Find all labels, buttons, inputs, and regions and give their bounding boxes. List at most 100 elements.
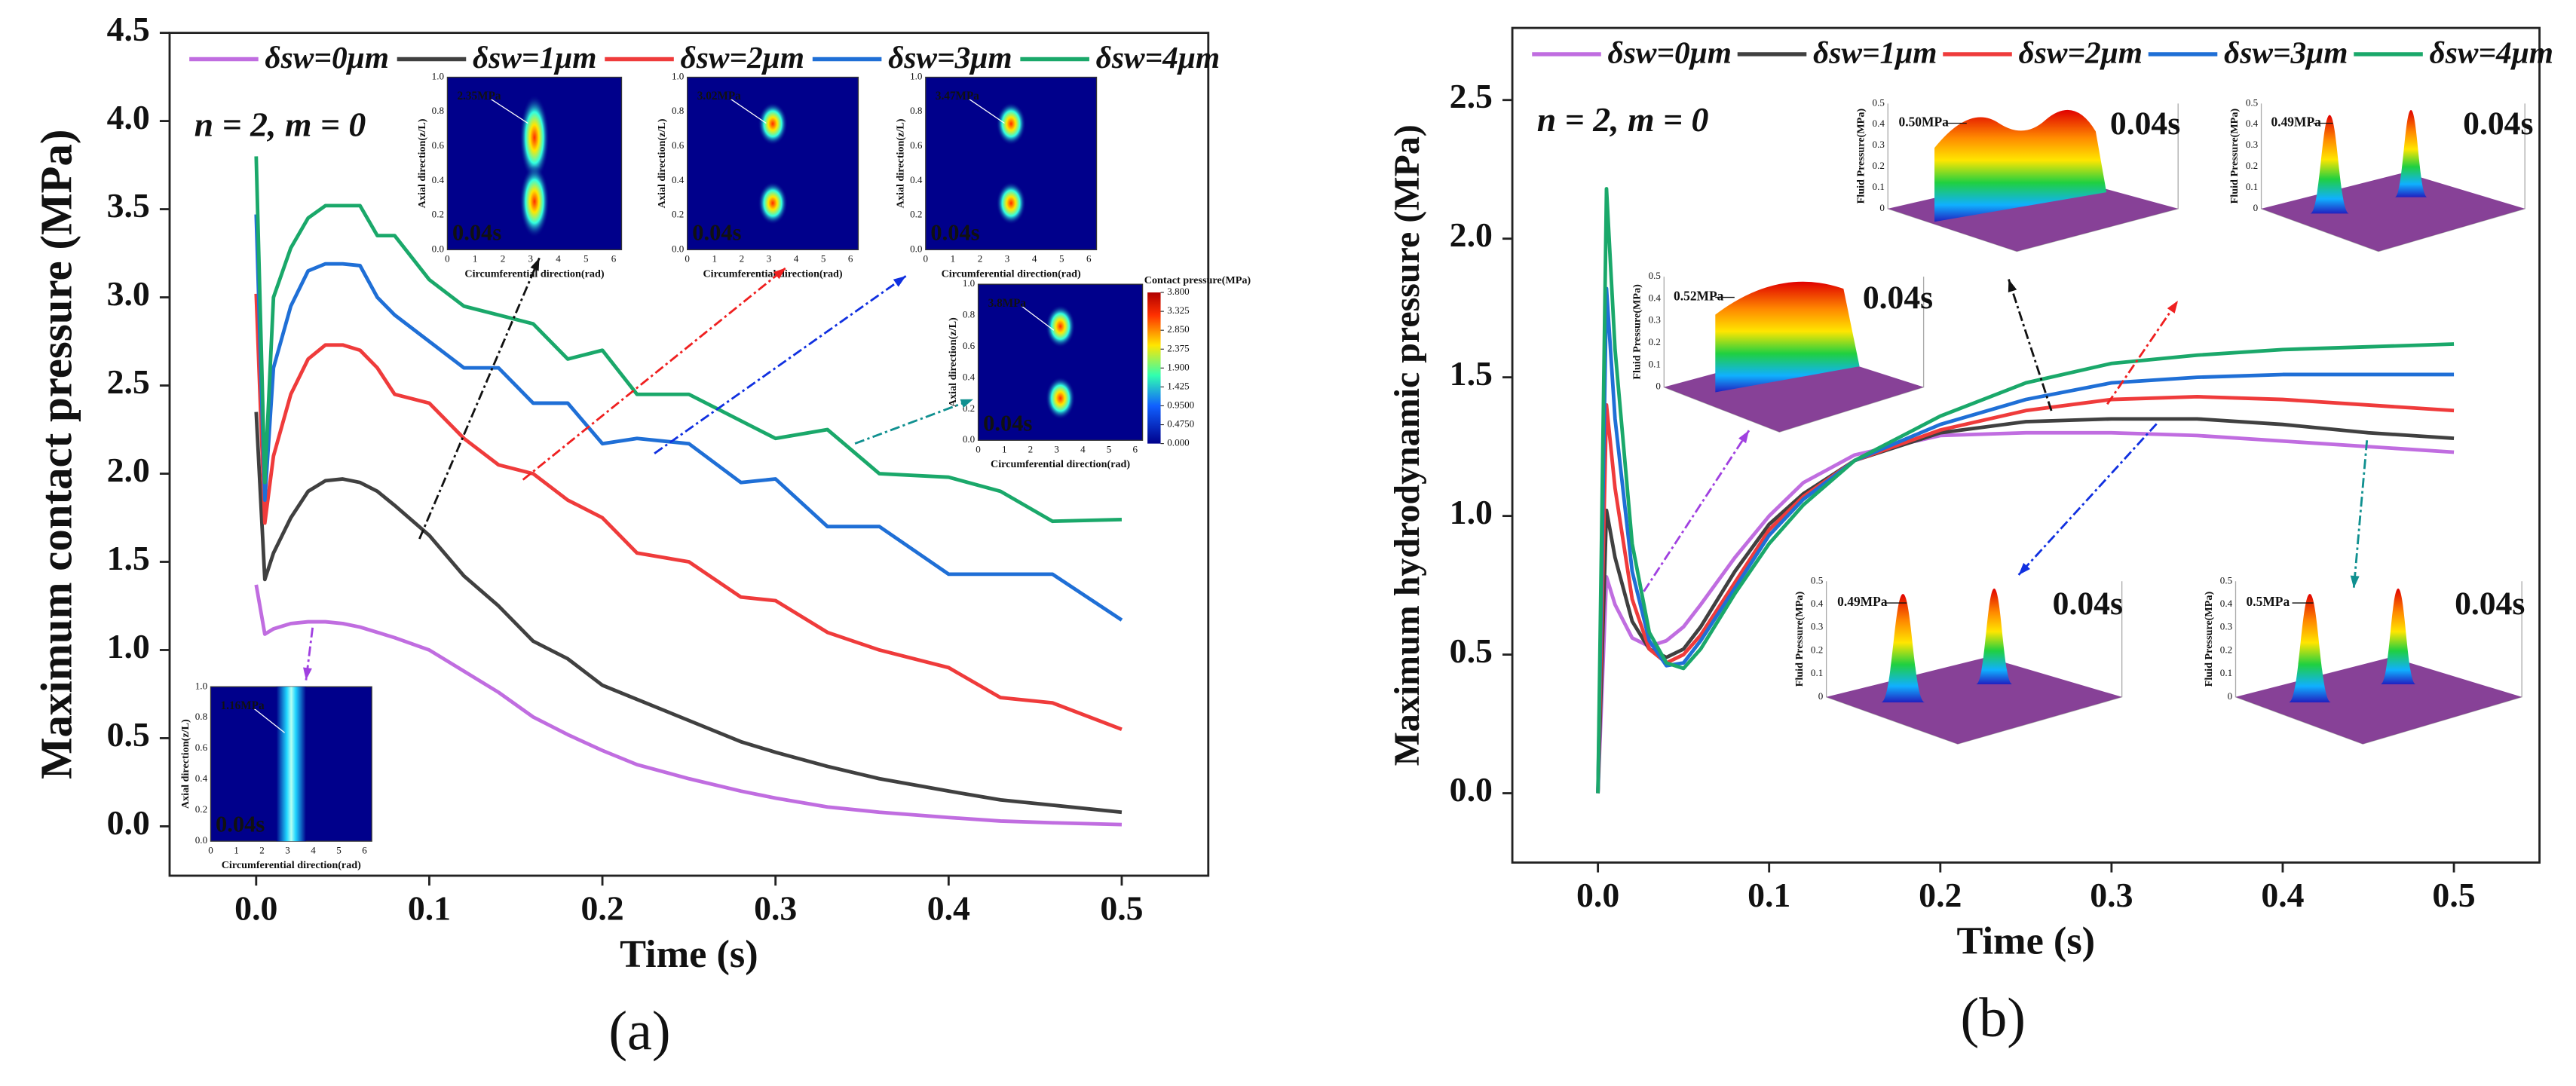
surface-base: [2261, 172, 2525, 252]
inset-x-tick-label: 1: [234, 844, 239, 855]
inset-time: 0.04s: [2053, 586, 2123, 622]
inset-y-title: Axial direction(z/L): [947, 317, 959, 407]
inset-z-tick-label: 0.3: [2246, 139, 2259, 150]
inset-x-tick-label: 0: [976, 443, 981, 454]
inset-x-title: Circumferential direction(rad): [991, 458, 1130, 470]
colorbar-title: Contact pressure(MPa): [1144, 274, 1251, 286]
y-tick-label: 4.5: [107, 10, 150, 48]
inset-y-tick-label: 0.8: [195, 711, 208, 722]
inset-pressure-label: 3.47MPa: [936, 90, 979, 102]
colorbar-tick-label: 0.000: [1167, 437, 1190, 448]
inset-x-title: Circumferential direction(rad): [464, 268, 604, 280]
inset-x-tick-label: 4: [1080, 443, 1086, 454]
inset-time: 0.04s: [2463, 106, 2533, 142]
series-line: [1596, 430, 2455, 794]
inset-x-tick-label: 5: [1059, 252, 1064, 264]
legend-label: δsw=2μm: [2019, 35, 2143, 70]
annotation: n = 2, m = 0: [1537, 100, 1709, 139]
colorbar-tick-label: 2.375: [1167, 342, 1190, 353]
inset-x-tick-label: 5: [336, 844, 342, 855]
surface-peak: [2288, 594, 2332, 702]
inset-x-tick-label: 2: [740, 252, 745, 264]
surface-peak: [2394, 110, 2427, 197]
legend-label: δsw=2μm: [681, 40, 804, 75]
arrow-line: [1643, 430, 1751, 592]
arrow-line: [2008, 279, 2053, 411]
x-axis-title: Time (s): [620, 932, 758, 976]
surface-base: [2235, 657, 2522, 745]
x-tick-label: 0.1: [408, 889, 451, 927]
colorbar-tick-label: 1.425: [1167, 380, 1190, 391]
legend-label: δsw=1μm: [1813, 35, 1937, 70]
inset-x-tick-label: 6: [362, 844, 367, 855]
inset-time: 0.04s: [692, 220, 741, 246]
surface-peak: [2310, 115, 2350, 214]
inset-time: 0.04s: [930, 220, 979, 246]
inset-y-tick-label: 1.0: [963, 277, 976, 289]
y-tick-label: 0.5: [107, 715, 150, 754]
inset-z-tick-label: 0.2: [2246, 160, 2258, 171]
inset-pointer: [968, 98, 1005, 124]
inset-x-tick-label: 2: [259, 844, 265, 855]
inset-x-tick-label: 4: [556, 252, 561, 264]
heat-spot: [758, 102, 788, 145]
inset-y-title: Axial direction(z/L): [179, 719, 191, 809]
colorbar-tick-label: 2.850: [1167, 323, 1190, 335]
inset-y-tick-label: 0.8: [910, 105, 923, 116]
inset-x-tick-label: 3: [1054, 443, 1059, 454]
y-tick-label: 0.0: [107, 803, 150, 842]
inset-y-tick-label: 0.8: [432, 105, 445, 116]
colorbar-tick-label: 0.9500: [1167, 399, 1194, 410]
colorbar-tick-label: 3.325: [1167, 304, 1190, 316]
heat-spot: [996, 182, 1026, 225]
inset-z-tick-label: 0.1: [1649, 358, 1661, 369]
inset-pressure-label: 0.5MPa: [2247, 594, 2290, 609]
y-tick-label: 2.0: [107, 451, 150, 489]
inset-time: 0.04s: [983, 411, 1032, 436]
inset-z-title: Fluid Pressure(MPa): [1631, 284, 1643, 380]
surface-peak: [1881, 594, 1925, 702]
inset-y-tick-label: 0.4: [195, 772, 208, 784]
series-line: [1596, 286, 2455, 794]
inset-z-tick-label: 0.4: [2246, 118, 2259, 129]
arrow-head: [2167, 300, 2178, 314]
inset-z-tick-label: 0.4: [1811, 598, 1824, 609]
x-tick-label: 0.3: [754, 889, 797, 927]
colorbar: [1147, 292, 1161, 444]
heat-spot: [1045, 304, 1076, 348]
y-axis-title: Maximum contact pressure (MPa): [32, 130, 81, 780]
arrow-line: [2106, 300, 2179, 405]
arrow-head: [893, 276, 906, 287]
arrow-line: [418, 257, 541, 540]
inset-y-tick-label: 1.0: [672, 70, 685, 81]
series-line: [1596, 417, 2455, 794]
inset-y-tick-label: 0.0: [672, 243, 685, 254]
legend-label: δsw=0μm: [265, 40, 388, 75]
inset-z-tick-label: 0.4: [1649, 292, 1662, 303]
chart-0: 0.0 0.1 0.2 0.3 0.4 0.5 0.0 0.5 1.0 1.5 2.0 2.5 3.0 3…: [32, 10, 1221, 1063]
inset-pointer: [253, 708, 285, 733]
surface-base: [1826, 657, 2122, 745]
inset-x-tick-label: 5: [584, 252, 589, 264]
y-tick-label: 3.5: [107, 186, 150, 225]
x-tick-label: 0.5: [1100, 889, 1143, 927]
inset-x-tick-label: 0: [208, 844, 213, 855]
inset-pressure-label: 0.52MPa: [1674, 289, 1724, 304]
inset-y-title: Axial direction(z/L): [416, 118, 428, 208]
series-line: [1596, 187, 2455, 794]
arrow-line: [2352, 440, 2369, 589]
inset-pressure-label: 2.35MPa: [457, 90, 501, 102]
x-tick-label: 0.0: [1576, 876, 1619, 914]
inset-y-tick-label: 0.0: [432, 243, 445, 254]
inset-z-tick-label: 0.3: [1811, 621, 1824, 632]
inset-y-tick-label: 1.0: [910, 70, 923, 81]
inset-x-tick-label: 4: [1032, 252, 1037, 264]
inset-z-tick-label: 0.3: [1873, 139, 1885, 150]
legend-label: δsw=4μm: [1096, 40, 1220, 75]
inset-y-tick-label: 0.2: [910, 209, 922, 220]
inset-y-tick-label: 0.8: [672, 105, 685, 116]
inset-z-tick-label: 0: [2228, 690, 2233, 702]
heat-spot: [996, 102, 1026, 145]
inset-pressure-label: 3.02MPa: [697, 90, 741, 102]
